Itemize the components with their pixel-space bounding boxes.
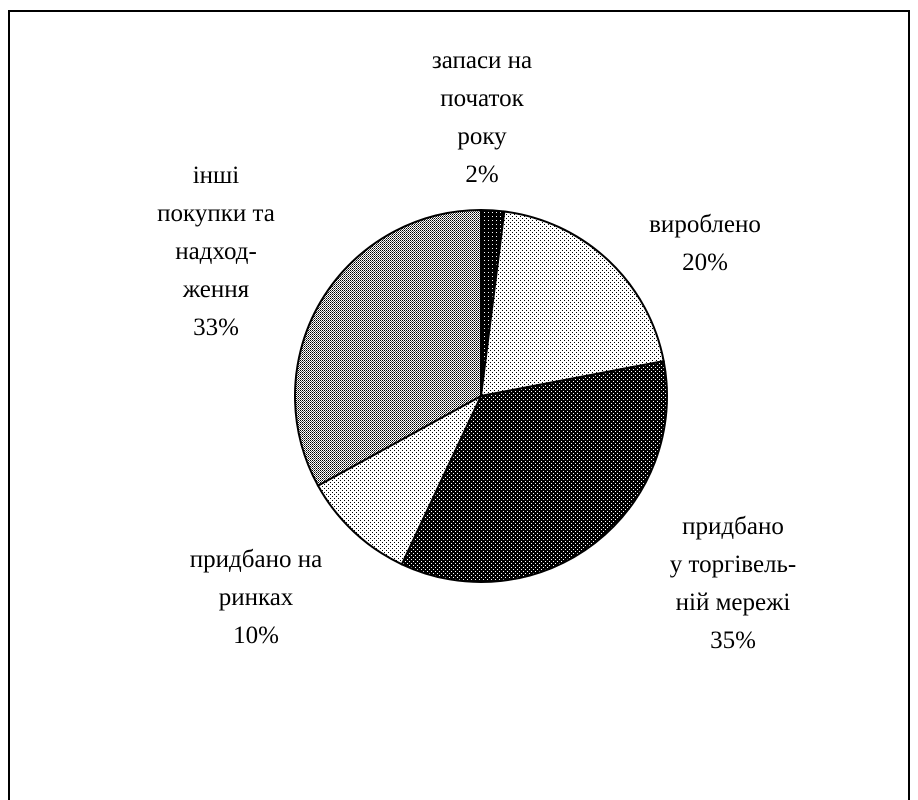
- slice-label-other: інші покупки та надход- ження 33%: [157, 162, 275, 341]
- slice-other: [294, 208, 482, 487]
- slice-label-markets: придбано на ринках 10%: [189, 546, 323, 649]
- slice-produced: [479, 210, 665, 398]
- slice-label-retail: придбано у торгівель- ній мережі 35%: [669, 513, 797, 654]
- slice-markets: [316, 393, 484, 566]
- slice-label-produced: вироблено 20%: [649, 211, 761, 276]
- slice-label-stock: запаси на початок року 2%: [431, 47, 533, 188]
- slice-retail: [400, 359, 669, 583]
- pie-slices: [294, 208, 669, 583]
